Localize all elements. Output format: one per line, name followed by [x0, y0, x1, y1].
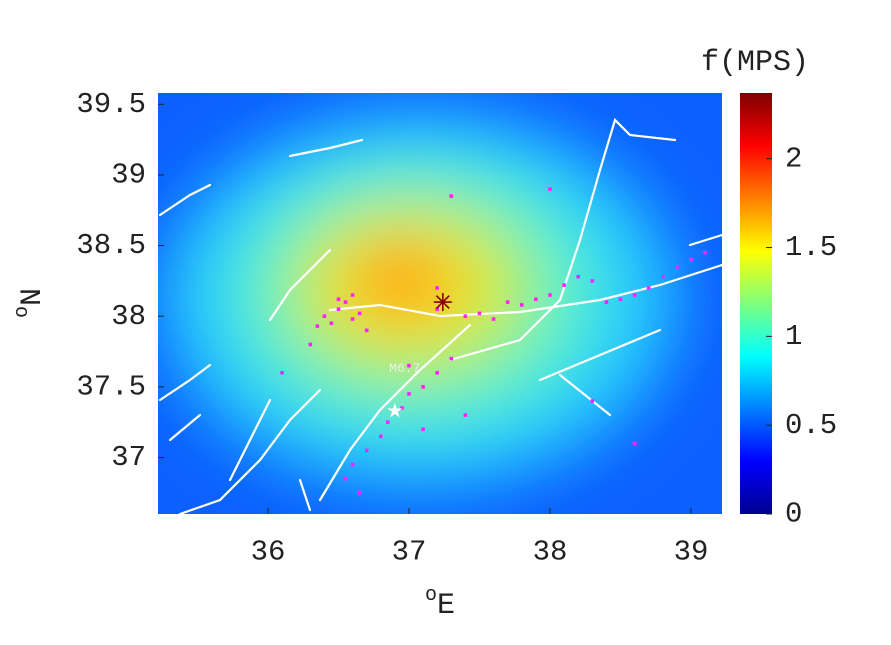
x-tick-label: 36 [251, 536, 286, 569]
colorbar-tick-label: 0.5 [785, 409, 837, 442]
earthquake [519, 303, 524, 307]
y-tick-label: 38.5 [76, 229, 146, 262]
earthquake [703, 250, 707, 255]
x-tick-label: 37 [392, 536, 427, 569]
asterisk-marker [433, 293, 452, 312]
earthquake [548, 187, 552, 191]
earthquake [407, 363, 411, 368]
earthquake [322, 314, 327, 319]
colorbar-tick-label: 2 [785, 142, 802, 175]
y-axis-label: oN [11, 288, 50, 318]
earthquake [646, 286, 651, 290]
y-tick-label: 37.5 [76, 371, 146, 404]
earthquake [315, 324, 320, 328]
x-label: E [437, 589, 455, 623]
earthquake [400, 406, 404, 410]
y-label: N [16, 288, 50, 306]
earthquake [505, 300, 510, 304]
earthquake [604, 300, 609, 304]
earthquake [632, 441, 637, 446]
x-tick-label: 38 [533, 536, 568, 569]
earthquake [576, 274, 580, 279]
earthquake [364, 328, 369, 333]
y-tick-label: 39 [111, 159, 146, 192]
earthquake [660, 274, 665, 279]
earthquake [386, 420, 390, 424]
plot-area: M6.7 [280, 187, 707, 495]
earthquake [407, 392, 411, 396]
earthquake [280, 370, 284, 375]
x-axis-label: oE [425, 584, 455, 623]
earthquake [491, 317, 496, 321]
earthquake [435, 307, 439, 311]
earthquake [463, 314, 468, 319]
y-tick-label: 38 [111, 300, 146, 333]
earthquake [350, 293, 355, 297]
earthquake [357, 311, 362, 316]
faults [158, 117, 722, 514]
earthquake [308, 342, 313, 347]
earthquake [378, 434, 383, 439]
earthquake [421, 427, 425, 432]
earthquake [435, 286, 439, 290]
earthquake [562, 283, 566, 287]
earthquake [449, 356, 454, 361]
earthquake [336, 307, 341, 311]
earthquake [534, 297, 538, 302]
annotation: M6.7 [389, 361, 420, 376]
x-label-sup: o [425, 584, 437, 607]
earthquake [329, 321, 334, 326]
earthquake [336, 297, 341, 302]
earthquake [343, 476, 348, 481]
heatmap [158, 93, 722, 514]
earthquake [632, 293, 637, 297]
earthquake [548, 293, 552, 297]
earthquake [343, 300, 348, 304]
asterisk-stroke [435, 295, 450, 310]
colorbar-title: f(MPS) [701, 46, 809, 80]
colorbar [740, 93, 772, 514]
colorbar-tick-label: 1 [785, 320, 802, 353]
mainshock-star [387, 402, 403, 418]
earthquake [618, 297, 623, 302]
earthquake [463, 413, 468, 417]
earthquake [350, 462, 355, 467]
earthquake [675, 264, 679, 269]
earthquake [421, 385, 425, 389]
x-tick-label: 39 [674, 536, 709, 569]
earthquake [449, 194, 454, 198]
earthquake [477, 311, 482, 316]
earthquake [590, 279, 595, 283]
earthquake [689, 257, 693, 262]
y-tick-label: 37 [111, 441, 146, 474]
y-label-sup: o [11, 306, 34, 318]
colorbar-tick-label: 1.5 [785, 231, 837, 264]
earthquake [350, 317, 355, 321]
earthquake [435, 370, 439, 375]
colorbar-tick-label: 0 [785, 498, 802, 531]
earthquake [364, 448, 369, 453]
earthquake [590, 399, 595, 403]
earthquake [357, 491, 362, 495]
y-tick-label: 39.5 [76, 88, 146, 121]
